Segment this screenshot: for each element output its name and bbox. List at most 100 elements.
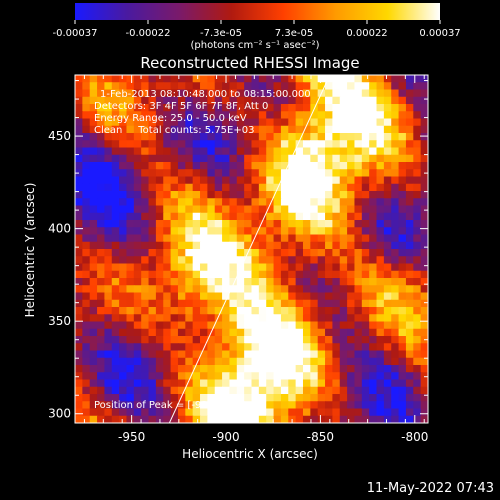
heatmap-cell [332,234,341,243]
heatmap-cell [148,162,157,170]
heatmap-cell [413,169,422,178]
heatmap-cell [280,147,289,156]
heatmap-cell [369,118,378,127]
heatmap-cell [391,147,400,156]
heatmap-cell [398,125,407,134]
heatmap-cell [413,154,422,163]
heatmap-cell [229,307,238,315]
heatmap-cell [420,365,428,373]
heatmap-cell [141,394,150,402]
heatmap-cell [75,365,83,373]
heatmap-cell [420,82,428,91]
heatmap-cell [185,292,194,301]
heatmap-cell [222,96,231,105]
heatmap-cell [222,162,231,170]
heatmap-cell [354,183,363,192]
heatmap-cell [222,328,231,337]
heatmap-cell [258,263,267,272]
heatmap-cell [222,154,231,163]
heatmap-cell [75,357,83,366]
heatmap-cell [207,220,216,228]
heatmap-cell [229,118,238,127]
heatmap-cell [413,183,422,192]
heatmap-cell [229,299,238,308]
heatmap-cell [405,343,414,352]
heatmap-cell [339,394,348,402]
heatmap-cell [207,415,216,423]
heatmap-cell [177,365,186,373]
heatmap-cell [170,212,179,221]
heatmap-cell [361,162,370,170]
heatmap-cell [405,191,414,199]
heatmap-cell [214,415,223,423]
heatmap-cell [354,256,363,265]
heatmap-cell [266,328,275,337]
heatmap-cell [383,154,392,163]
heatmap-cell [104,357,113,366]
heatmap-cell [192,249,201,257]
heatmap-cell [420,270,428,279]
heatmap-cell [177,169,186,178]
heatmap-cell [391,104,400,112]
heatmap-cell [295,125,304,134]
heatmap-cell [97,386,106,395]
heatmap-cell [295,263,304,272]
heatmap-cell [398,307,407,315]
heatmap-cell [302,220,311,228]
heatmap-cell [155,147,164,156]
heatmap-cell [75,285,83,294]
heatmap-cell [192,350,201,359]
heatmap-cell [200,263,208,272]
colorbar-tick-label: -0.00037 [53,28,98,39]
heatmap-cell [398,154,407,163]
heatmap-cell [376,147,385,156]
heatmap-cell [133,133,142,141]
heatmap-cell [133,278,142,286]
heatmap-cell [317,263,326,272]
heatmap-cell [222,285,231,294]
heatmap-cell [405,111,414,120]
heatmap-cell [185,307,194,315]
heatmap-cell [420,328,428,337]
heatmap-cell [273,125,282,134]
heatmap-cell [133,365,142,373]
heatmap-cell [222,299,231,308]
heatmap-cell [361,365,370,373]
heatmap-cell [310,321,319,330]
heatmap-cell [273,227,282,236]
heatmap-cell [339,249,348,257]
heatmap-cell [310,176,319,185]
heatmap-cell [391,140,400,149]
heatmap-cell [185,249,194,257]
heatmap-cell [251,212,260,221]
heatmap-cell [251,183,260,192]
heatmap-cell [339,343,348,352]
heatmap-cell [200,357,208,366]
heatmap-cell [354,154,363,163]
heatmap-cell [185,220,194,228]
heatmap-cell [148,372,157,381]
heatmap-cell [332,104,341,112]
heatmap-cell [347,401,356,410]
heatmap-cell [369,75,378,83]
heatmap-cell [207,379,216,388]
heatmap-cell [126,147,135,156]
heatmap-cell [82,104,91,112]
heatmap-cell [310,415,319,423]
heatmap-cell [295,350,304,359]
heatmap-cell [325,365,333,373]
heatmap-cell [347,75,356,83]
heatmap-cell [266,415,275,423]
heatmap-cell [141,350,150,359]
heatmap-cell [302,415,311,423]
heatmap-cell [133,336,142,344]
heatmap-cell [280,408,289,417]
heatmap-cell [339,408,348,417]
heatmap-cell [273,89,282,98]
heatmap-cell [163,321,172,330]
heatmap-cell [251,198,260,207]
heatmap-cell [82,357,91,366]
heatmap-cell [170,241,179,250]
heatmap-cell [75,372,83,381]
heatmap-cell [97,111,106,120]
